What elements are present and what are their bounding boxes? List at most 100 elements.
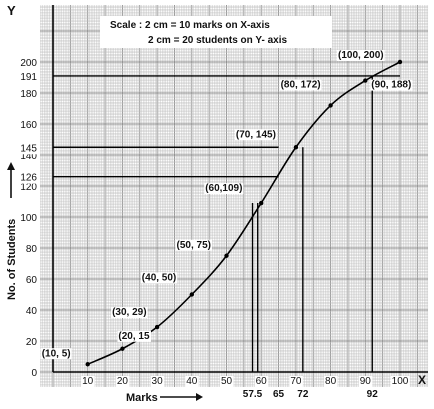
- y-tick-label: 140: [20, 151, 37, 162]
- scale-note-background: [100, 16, 332, 48]
- y-tick-label-bg: [24, 306, 39, 317]
- data-point: [328, 103, 333, 108]
- y-tick-label: 180: [20, 89, 37, 100]
- x-tick-label: 30: [152, 376, 164, 387]
- x-tick-label-bg: [254, 376, 269, 387]
- point-label: (20, 15: [118, 331, 150, 342]
- point-label: (40, 50): [142, 273, 176, 284]
- point-label: (10, 5): [42, 348, 71, 359]
- x-tick-label-bg: [185, 376, 199, 387]
- x-tick-label: 60: [256, 376, 268, 387]
- marked-x-value: 65: [273, 389, 285, 400]
- point-label: (70, 145): [236, 129, 276, 140]
- data-point: [154, 324, 160, 330]
- point-label-bg: [111, 307, 148, 319]
- marked-x-value-bg: [365, 389, 380, 400]
- y-tick-label-bg: [19, 120, 39, 131]
- y-tick-label-bg: [19, 151, 39, 162]
- point-label: (60,109): [205, 183, 242, 194]
- marked-y-value: 191: [20, 72, 37, 83]
- y-tick-label: 120: [20, 182, 37, 193]
- marked-x-value: 57.5: [243, 389, 263, 400]
- y-tick-label: 20: [26, 337, 38, 348]
- point-label: (80, 172): [281, 79, 321, 90]
- point-labels: (10, 5) (20, 15 (30, 29) (40, 50) (50, 75) (6…: [40, 50, 413, 360]
- y-tick-label-bg: [19, 58, 39, 69]
- point-label-bg: [234, 129, 277, 141]
- marked-x-value-bg: [271, 389, 286, 400]
- point-label-bg: [117, 330, 151, 342]
- y-tick-label-bg: [24, 275, 39, 286]
- x-tick-label-bg: [150, 376, 165, 387]
- scale-note-x: Scale : 2 cm = 10 marks on X-axis: [110, 20, 270, 31]
- data-point: [363, 78, 368, 83]
- x-tick-label: 70: [290, 376, 302, 387]
- data-point: [293, 145, 299, 150]
- y-tick-label-bg: [24, 244, 39, 255]
- x-tick-label: 80: [325, 376, 337, 387]
- y-tick-label: 40: [26, 306, 38, 317]
- x-tick-label-bg: [115, 376, 130, 387]
- point-label-bg: [204, 183, 244, 195]
- scale-note-y: 2 cm = 20 students on Y- axis: [148, 35, 287, 46]
- marked-y-value-bg: [19, 71, 39, 83]
- origin-label-bg: [30, 368, 39, 379]
- data-point: [224, 253, 229, 258]
- origin-label: 0: [31, 368, 37, 379]
- tick-labels: 10 20 30 40 50 60 70 80 90 100 20 40 60 80 100 120 140 16…: [19, 58, 410, 400]
- y-tick-label: 80: [26, 244, 38, 255]
- x-tick-label-bg: [324, 376, 338, 387]
- x-tick-label-bg: [219, 376, 234, 387]
- point-label-bg: [370, 79, 413, 91]
- marked-y-value: 126: [20, 173, 37, 184]
- y-tick-label-bg: [19, 182, 39, 193]
- point-label-bg: [140, 272, 178, 284]
- point-label-bg: [337, 50, 385, 61]
- x-tick-label: 40: [186, 376, 198, 387]
- marked-y-value-bg: [19, 143, 39, 155]
- marked-x-value: 72: [297, 389, 309, 400]
- x-tick-label-bg: [390, 376, 410, 387]
- y-tick-label: 60: [26, 275, 38, 286]
- y-tick-label: 160: [20, 120, 37, 131]
- reading-guide-lines: [53, 75, 400, 372]
- x-tick-label: 100: [392, 376, 409, 387]
- marked-x-value-bg: [241, 389, 264, 400]
- y-axis-arrow: [7, 162, 15, 198]
- point-label-bg: [175, 239, 212, 251]
- y-axis-title: No. of Students: [6, 219, 18, 300]
- y-tick-label-bg: [19, 89, 39, 100]
- x-tick-label: 90: [360, 376, 372, 387]
- x-tick-label: 20: [117, 376, 129, 387]
- point-label: (90, 188): [371, 80, 411, 91]
- point-label-bg: [40, 348, 72, 360]
- data-point: [397, 59, 403, 65]
- point-label: (50, 75): [177, 240, 211, 251]
- point-label: (30, 29): [112, 307, 146, 318]
- x-tick-label: 10: [82, 376, 94, 387]
- data-point: [189, 292, 194, 297]
- marked-y-value-bg: [19, 172, 39, 184]
- x-axis-arrow: [160, 393, 203, 401]
- y-tick-label-bg: [24, 337, 39, 348]
- x-tick-label-bg: [358, 376, 373, 387]
- x-tick-label-bg: [289, 376, 303, 387]
- y-axis-letter: Y: [7, 3, 16, 18]
- point-label-bg: [279, 79, 322, 91]
- y-tick-label: 100: [20, 213, 37, 224]
- data-point: [259, 200, 264, 206]
- x-axis-letter: X: [418, 373, 426, 387]
- x-tick-label: 50: [221, 376, 233, 387]
- data-point: [85, 362, 90, 367]
- graph-grid: [40, 5, 428, 387]
- y-tick-label: 200: [20, 58, 37, 69]
- data-point: [120, 346, 125, 351]
- x-axis-title: Marks: [126, 392, 158, 404]
- marked-x-value: 92: [367, 389, 379, 400]
- point-label: (100, 200): [338, 50, 384, 61]
- y-tick-label-bg: [19, 213, 39, 224]
- marked-y-value: 145: [20, 143, 37, 154]
- x-tick-label-bg: [81, 376, 95, 387]
- axes: [52, 5, 428, 373]
